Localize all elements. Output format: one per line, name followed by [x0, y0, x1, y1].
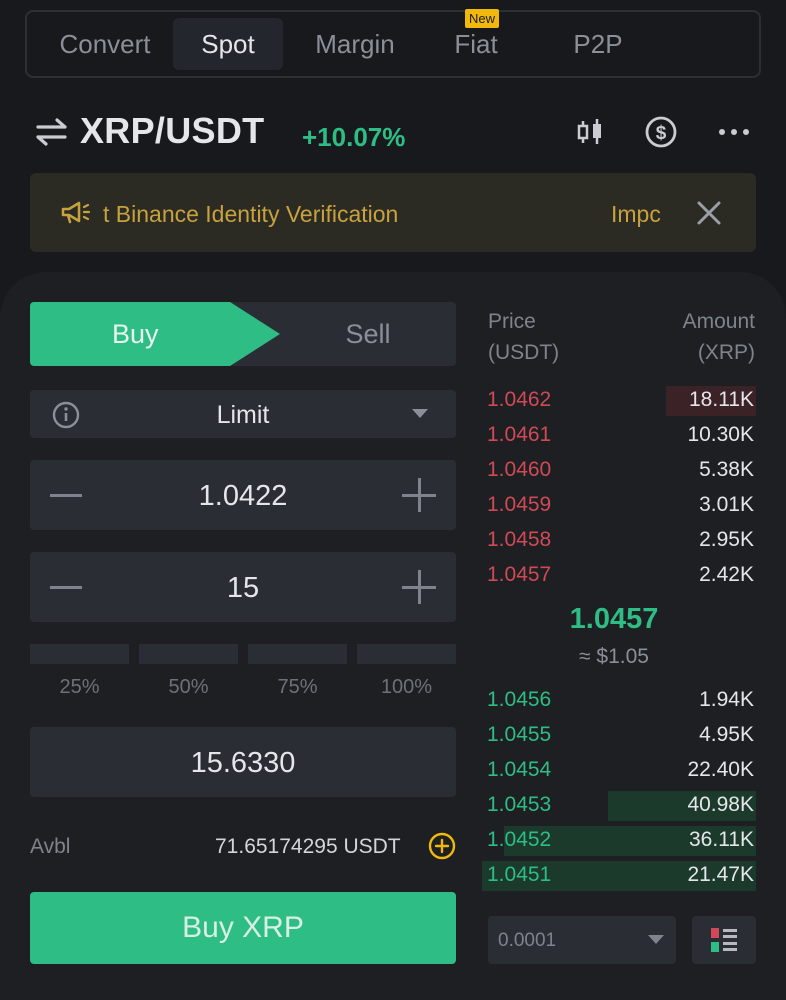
bid-amount: 22.40K: [687, 758, 754, 781]
buy-xrp-button[interactable]: Buy XRP: [30, 892, 456, 964]
tab-p2p[interactable]: P2P: [573, 29, 623, 59]
megaphone-icon: [60, 200, 92, 231]
precision-select[interactable]: 0.0001: [488, 916, 676, 964]
percent-option[interactable]: 50%: [168, 676, 209, 698]
add-funds-icon[interactable]: [428, 832, 456, 860]
pair-header: XRP/USDT +10.07% $: [34, 108, 754, 158]
pair-symbol[interactable]: XRP/USDT: [80, 110, 265, 151]
bid-price: 1.0454: [487, 758, 552, 781]
close-icon[interactable]: [696, 200, 722, 226]
price-input[interactable]: 1.0422: [198, 480, 288, 512]
last-price[interactable]: 1.0457: [569, 603, 659, 635]
tab-spot[interactable]: Spot: [173, 18, 283, 70]
ask-amount: 3.01K: [699, 493, 754, 516]
orderbook-layout-button[interactable]: [692, 916, 756, 964]
ask-amount: 2.95K: [699, 528, 754, 551]
bid-row[interactable]: 1.0456 1.94K: [482, 686, 756, 716]
announcement-text[interactable]: t Binance Identity Verification: [103, 201, 399, 227]
percent-option[interactable]: 25%: [59, 676, 100, 698]
ask-amount: 18.11K: [689, 388, 754, 411]
tab-fiat[interactable]: Fiat: [454, 29, 498, 59]
swap-arrows-icon[interactable]: [34, 112, 70, 152]
percent-slider-segment[interactable]: [357, 644, 456, 664]
percent-option[interactable]: 75%: [277, 676, 318, 698]
bid-price: 1.0455: [487, 723, 552, 746]
tab-margin[interactable]: Margin: [315, 29, 395, 59]
ask-row[interactable]: 1.0462 18.11K: [482, 386, 756, 416]
bid-amount: 4.95K: [699, 723, 754, 746]
amount-input[interactable]: 15: [226, 572, 260, 604]
percent-slider-segment[interactable]: [139, 644, 238, 664]
chevron-down-icon: [648, 935, 664, 944]
ask-price: 1.0462: [487, 388, 552, 411]
percent-option[interactable]: 100%: [380, 676, 433, 698]
bid-amount: 21.47K: [687, 863, 754, 886]
ask-row[interactable]: 1.0460 5.38K: [482, 456, 756, 486]
bid-amount: 1.94K: [699, 688, 754, 711]
bid-price: 1.0453: [487, 793, 552, 816]
more-icon[interactable]: [714, 112, 754, 152]
bid-amount: 36.11K: [689, 828, 754, 851]
bid-row[interactable]: 1.0455 4.95K: [482, 721, 756, 751]
total-input[interactable]: 15.6330: [190, 747, 296, 779]
ask-row[interactable]: 1.0459 3.01K: [482, 491, 756, 521]
dollar-circle-icon[interactable]: $: [641, 112, 681, 152]
price-increase-button[interactable]: [402, 478, 436, 512]
candlestick-chart-icon[interactable]: [570, 112, 610, 152]
announcement-banner[interactable]: t Binance Identity Verification Impc: [30, 173, 756, 252]
tab-convert[interactable]: Convert: [59, 29, 151, 59]
ask-price: 1.0457: [487, 563, 552, 586]
bid-price: 1.0456: [487, 688, 552, 711]
info-icon[interactable]: [52, 401, 80, 434]
chevron-down-icon: [412, 409, 428, 418]
available-balance: 71.65174295 USDT: [215, 835, 401, 858]
bid-depth-bar: [482, 861, 756, 891]
price-column-header: Price (USDT): [488, 310, 560, 364]
order-type-value: Limit: [216, 401, 270, 429]
ask-row[interactable]: 1.0461 10.30K: [482, 421, 756, 451]
ask-amount: 5.38K: [699, 458, 754, 481]
ask-price: 1.0458: [487, 528, 552, 551]
bid-depth-bar: [504, 826, 756, 856]
percent-slider-segment[interactable]: [30, 644, 129, 664]
total-field[interactable]: 15.6330: [30, 727, 456, 797]
price-stepper[interactable]: 1.0422: [30, 460, 456, 530]
amount-decrease-button[interactable]: [50, 586, 82, 589]
bid-depth-bar: [608, 791, 756, 821]
market-tabs: Convert Spot Margin Fiat P2P: [25, 10, 761, 78]
bid-price: 1.0452: [487, 828, 552, 851]
ask-amount: 10.30K: [687, 423, 754, 446]
bid-row[interactable]: 1.0452 36.11K: [482, 826, 756, 856]
ask-depth-bar: [666, 386, 756, 416]
buy-tab[interactable]: Buy: [30, 302, 280, 366]
ask-row[interactable]: 1.0457 2.42K: [482, 561, 756, 591]
ask-price: 1.0460: [487, 458, 552, 481]
ask-price: 1.0459: [487, 493, 552, 516]
ask-amount: 2.42K: [699, 563, 754, 586]
percent-slider-segment[interactable]: [248, 644, 347, 664]
ask-row[interactable]: 1.0458 2.95K: [482, 526, 756, 556]
bid-amount: 40.98K: [687, 793, 754, 816]
announcement-link[interactable]: Impc: [611, 201, 661, 227]
price-decrease-button[interactable]: [50, 494, 82, 497]
precision-value: 0.0001: [498, 930, 557, 951]
amount-column-header: Amount (XRP): [682, 310, 755, 364]
last-price-fiat: ≈ $1.05: [579, 645, 649, 668]
svg-text:$: $: [656, 123, 667, 144]
bid-row[interactable]: 1.0451 21.47K: [482, 861, 756, 891]
bid-row[interactable]: 1.0454 22.40K: [482, 756, 756, 786]
amount-stepper[interactable]: 15: [30, 552, 456, 622]
available-label: Avbl: [30, 835, 71, 858]
orderbook-layout-icon: [711, 928, 737, 952]
order-type-select[interactable]: Limit: [30, 390, 456, 438]
sell-tab[interactable]: Sell: [345, 319, 391, 349]
bid-price: 1.0451: [487, 863, 552, 886]
ask-price: 1.0461: [487, 423, 552, 446]
price-change: +10.07%: [302, 122, 406, 152]
buy-sell-toggle: Buy Sell: [30, 302, 456, 366]
amount-increase-button[interactable]: [402, 570, 436, 604]
new-badge: New: [465, 9, 499, 28]
bid-row[interactable]: 1.0453 40.98K: [482, 791, 756, 821]
